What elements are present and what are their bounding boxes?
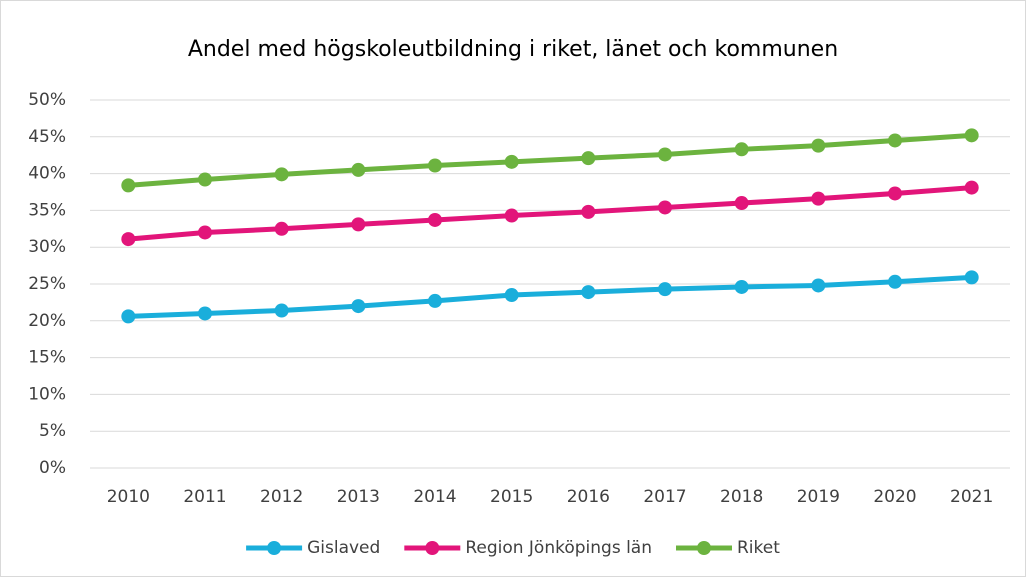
point — [964, 270, 979, 285]
point — [351, 162, 366, 177]
point — [658, 200, 672, 215]
legend-label: Region Jönköpings län — [465, 538, 652, 558]
point — [198, 225, 212, 240]
x-tick-label: 2015 — [490, 487, 533, 507]
legend-marker — [267, 541, 282, 555]
point — [504, 208, 519, 223]
y-tick-label: 30% — [28, 237, 66, 257]
x-tick-label: 2021 — [950, 487, 993, 507]
point — [964, 128, 979, 143]
point — [274, 303, 289, 318]
point — [351, 217, 366, 232]
x-tick-label: 2017 — [643, 487, 686, 507]
y-tick-label: 20% — [28, 311, 66, 331]
point — [581, 285, 596, 300]
y-tick-label: 5% — [39, 421, 66, 441]
point — [888, 186, 902, 201]
y-tick-label: 10% — [28, 384, 66, 404]
point — [658, 147, 672, 162]
point — [428, 293, 442, 308]
x-tick-label: 2018 — [720, 487, 763, 507]
y-tick-label: 40% — [28, 164, 66, 184]
chart-title: Andel med högskoleutbildning i riket, lä… — [188, 37, 838, 62]
point — [734, 196, 749, 211]
y-tick-label: 45% — [28, 127, 66, 147]
point — [198, 172, 212, 187]
legend-label: Gislaved — [307, 538, 380, 558]
x-tick-label: 2016 — [567, 487, 610, 507]
x-tick-label: 2019 — [797, 487, 840, 507]
point — [888, 133, 902, 148]
point — [121, 232, 136, 247]
x-tick-label: 2011 — [183, 487, 226, 507]
point — [504, 288, 519, 303]
legend-marker — [697, 541, 711, 555]
y-tick-label: 50% — [28, 90, 66, 110]
point — [274, 221, 289, 236]
x-tick-label: 2013 — [337, 487, 380, 507]
x-tick-label: 2014 — [413, 487, 456, 507]
point — [198, 306, 212, 321]
point — [581, 204, 596, 219]
point — [964, 180, 979, 195]
y-tick-label: 35% — [28, 200, 66, 220]
legend-marker — [425, 541, 440, 555]
point — [121, 309, 136, 324]
point — [811, 138, 826, 153]
point — [121, 178, 136, 193]
point — [811, 191, 826, 206]
point — [888, 274, 902, 289]
point — [734, 279, 749, 294]
series-line — [128, 132, 972, 188]
series-line — [128, 274, 972, 319]
point — [428, 212, 442, 227]
point — [658, 282, 672, 297]
point — [811, 278, 826, 293]
point — [734, 142, 749, 157]
point — [581, 151, 596, 166]
point — [351, 299, 366, 314]
x-tick-label: 2020 — [873, 487, 916, 507]
y-tick-label: 15% — [28, 348, 66, 368]
x-tick-label: 2012 — [260, 487, 303, 507]
x-tick-label: 2010 — [107, 487, 150, 507]
series-line — [128, 185, 972, 242]
point — [274, 167, 289, 182]
point — [428, 158, 442, 173]
legend-label: Riket — [737, 538, 780, 558]
y-tick-label: 0% — [39, 458, 66, 478]
point — [504, 154, 519, 169]
y-tick-label: 25% — [28, 274, 66, 294]
